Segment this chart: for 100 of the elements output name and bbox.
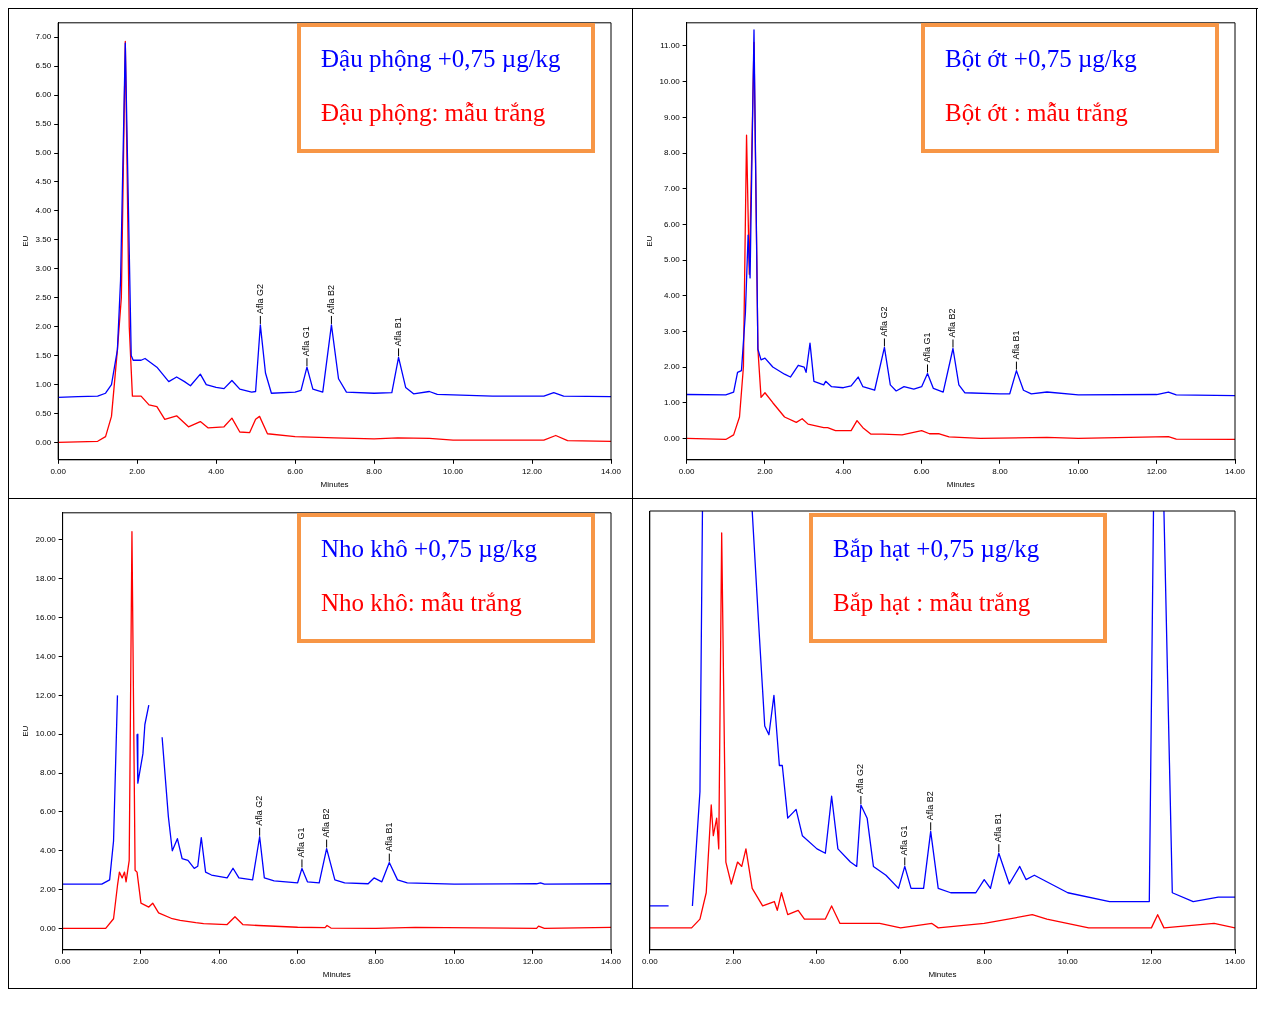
x-tick-label: 14.00 [600,956,622,966]
annotation: Afla B1 [993,813,1004,843]
x-tick-label: 6.00 [289,956,306,966]
x-tick-label: 2.00 [129,466,146,476]
y-tick-label: 4.00 [35,206,52,216]
annotation: Afla G1 [899,825,910,856]
annotation: Afla G2 [855,763,866,794]
y-tick-label: 16.00 [35,612,57,622]
y-tick-label: 0.50 [35,408,52,418]
y-tick-label: 14.00 [35,651,57,661]
x-axis-title: Minutes [928,970,957,980]
x-tick-label: 10.00 [444,956,465,966]
y-tick-label: 10.00 [35,729,57,739]
text: Nho khô: mẫu trắng [321,589,523,617]
x-tick-label: 6.00 [287,466,304,476]
annotation: Afla B1 [393,317,404,347]
x-tick-label: 2.00 [757,466,774,476]
x-tick-label: 12.00 [1141,956,1162,966]
y-tick-label: 2.00 [664,362,681,372]
x-axis-title: Minutes [322,970,351,980]
y-tick-label: 1.00 [664,397,681,407]
x-axis-title: Minutes [946,480,975,490]
y-tick-label: 9.00 [664,112,681,122]
x-tick-label: 8.00 [366,466,383,476]
x-tick-label: 8.00 [992,466,1009,476]
annotation: Afla B2 [947,308,958,338]
y-tick-label: 12.00 [35,690,57,700]
y-tick-label: 11.00 [660,41,681,51]
x-tick-label: 4.00 [835,466,852,476]
x-tick-label: 2.00 [133,956,150,966]
annotation: Afla B1 [1010,330,1021,360]
y-tick-label: 0.00 [664,433,681,443]
annotation: Afla B1 [383,822,394,852]
y-tick-label: 2.50 [35,292,52,302]
x-axis-title: Minutes [320,480,349,490]
y-tick-label: 6.50 [35,61,52,71]
x-tick-label: 2.00 [725,956,742,966]
text: Bột ớt : mẫu trắng [945,99,1129,127]
x-tick-label: 4.00 [809,956,826,966]
y-tick-label: 3.00 [664,326,681,336]
annotation: Afla G1 [922,332,932,363]
y-tick-label: 20.00 [35,535,57,545]
y-axis-title: EU [645,235,654,247]
x-tick-label: 10.00 [443,466,464,476]
y-tick-label: 3.00 [35,264,52,273]
x-tick-label: 14.00 [600,466,622,476]
text: Bắp hạt +0,75 µg/kg [833,535,1041,563]
text: Đậu phộng +0,75 µg/kg [321,45,562,73]
y-tick-label: 2.00 [35,321,52,331]
y-tick-label: 6.00 [40,807,57,817]
y-tick-label: 3.50 [35,235,52,245]
y-tick-label: 5.00 [35,148,52,158]
y-axis-title: EU [21,235,30,247]
annotation: Afla B2 [321,808,332,838]
x-tick-label: 12.00 [522,466,543,476]
y-tick-label: 0.00 [35,437,52,447]
y-tick-label: 5.00 [664,255,681,265]
annotation: Afla G1 [296,827,307,858]
y-tick-label: 4.00 [40,845,57,855]
y-tick-label: 5.50 [35,119,52,129]
y-tick-label: 4.50 [35,177,52,187]
y-tick-label: 6.00 [35,90,52,100]
annotation: Afla G2 [254,795,265,826]
y-tick-label: 2.00 [40,884,57,894]
y-tick-label: 7.00 [664,183,681,193]
y-tick-label: 1.50 [35,350,52,360]
y-tick-label: 18.00 [35,574,57,584]
y-tick-label: 6.00 [664,219,681,229]
y-tick-label: 0.00 [40,923,57,933]
x-tick-label: 4.00 [208,466,225,476]
y-tick-label: 1.00 [35,379,52,389]
text: Bột ớt +0,75 µg/kg [945,45,1138,73]
text: Nho khô +0,75 µg/kg [321,535,538,563]
x-tick-label: 8.00 [368,956,385,966]
text: Đậu phộng: mẫu trắng [321,99,547,127]
x-tick-label: 12.00 [1146,466,1168,476]
x-tick-label: 14.00 [1224,956,1246,966]
x-tick-label: 6.00 [892,956,909,966]
y-tick-label: 10.00 [659,76,681,86]
x-tick-label: 4.00 [211,956,228,966]
annotation: Afla G2 [254,283,265,314]
x-tick-label: 14.00 [1224,466,1246,476]
x-tick-label: 0.00 [678,466,695,476]
x-tick-label: 0.00 [50,466,67,476]
x-tick-label: 0.00 [54,956,71,966]
text: Bắp hạt : mẫu trắng [833,589,1032,617]
y-axis-title: EU [21,725,30,737]
annotation: Afla G2 [878,306,889,337]
y-tick-label: 8.00 [664,148,681,158]
annotation: Afla G1 [301,326,312,357]
y-tick-label: 7.00 [35,32,52,42]
annotation: Afla B2 [925,791,936,821]
x-tick-label: 12.00 [522,956,544,966]
x-tick-label: 10.00 [1057,956,1079,966]
x-tick-label: 6.00 [913,466,930,476]
y-tick-label: 8.00 [40,768,57,778]
x-tick-label: 8.00 [976,956,993,966]
y-tick-label: 4.00 [664,290,681,300]
x-tick-label: 10.00 [1068,466,1089,476]
annotation: Afla B2 [325,284,336,314]
